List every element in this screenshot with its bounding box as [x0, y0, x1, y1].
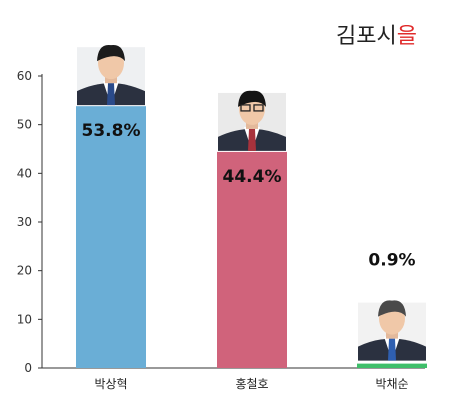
- y-tick-label: 30: [17, 215, 32, 229]
- candidate-photo-icon: [358, 300, 426, 361]
- data-label: 53.8%: [82, 121, 141, 141]
- photo-hair: [238, 90, 266, 107]
- y-tick-label: 40: [17, 166, 32, 180]
- photo-tie: [388, 338, 396, 361]
- chart-title: 김포시을: [336, 18, 417, 50]
- x-tick-label: 박상혁: [94, 377, 127, 391]
- photo-tie: [107, 83, 115, 106]
- data-label: 44.4%: [223, 167, 282, 187]
- y-tick-label: 20: [17, 264, 32, 278]
- bars: [76, 106, 427, 368]
- candidate-photo-icon: [77, 44, 145, 106]
- photo-glasses-left: [240, 104, 251, 112]
- candidate-photo-icon: [218, 90, 286, 151]
- bar: [76, 106, 146, 368]
- photo-hair: [97, 44, 125, 62]
- chart-title-accent: 을: [396, 24, 417, 49]
- photo-glasses-right: [253, 104, 264, 112]
- photo-tie: [248, 128, 256, 151]
- x-tick-label: 홍철호: [235, 377, 268, 391]
- chart-title-main: 김포시: [336, 24, 397, 49]
- x-tick-label: 박채순: [375, 377, 408, 391]
- photo-hair: [378, 300, 406, 317]
- bar: [357, 363, 427, 368]
- y-tick-label: 0: [24, 361, 32, 375]
- y-tick-label: 60: [17, 69, 32, 83]
- bar: [217, 151, 287, 368]
- labels: 박상혁 53.8% 홍철호 44.4% 박채순 0.9%: [77, 44, 426, 391]
- y-tick-label: 10: [17, 312, 32, 326]
- data-label: 0.9%: [368, 251, 415, 271]
- y-tick-label: 50: [17, 118, 32, 132]
